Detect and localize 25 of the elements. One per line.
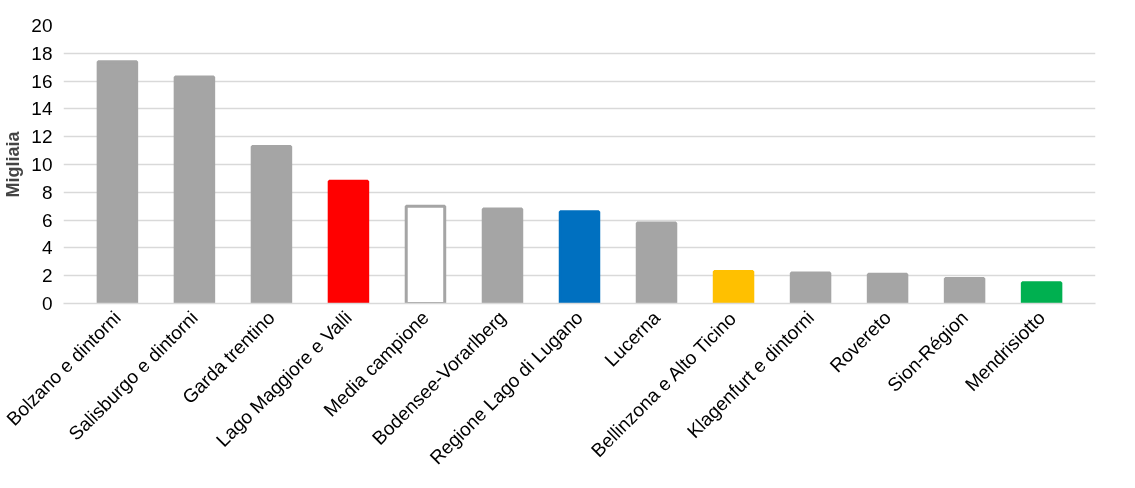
bar xyxy=(789,271,832,304)
y-tick-label: 18 xyxy=(31,42,53,64)
bar xyxy=(250,144,293,304)
bar xyxy=(943,276,986,304)
bar xyxy=(96,60,139,304)
bar xyxy=(327,179,370,304)
bar xyxy=(866,272,909,304)
y-tick-label: 8 xyxy=(41,181,53,203)
bar xyxy=(1020,281,1063,304)
y-tick-label: 6 xyxy=(41,209,53,231)
y-tick-label: 2 xyxy=(41,265,53,287)
y-tick-label: 20 xyxy=(31,15,53,36)
y-tick-label: 14 xyxy=(31,98,53,120)
y-tick-label: 16 xyxy=(31,70,53,92)
y-tick-label: 12 xyxy=(31,126,53,148)
y-tick-label: 10 xyxy=(31,154,53,175)
y-axis-title: Migliaia xyxy=(3,130,24,198)
y-tick-label: 0 xyxy=(41,293,53,314)
bar xyxy=(635,221,678,304)
bar xyxy=(558,210,601,304)
bar xyxy=(404,204,447,304)
y-tick-label: 4 xyxy=(41,237,53,259)
bar xyxy=(481,207,524,304)
bar xyxy=(173,75,216,304)
bar xyxy=(712,270,755,304)
